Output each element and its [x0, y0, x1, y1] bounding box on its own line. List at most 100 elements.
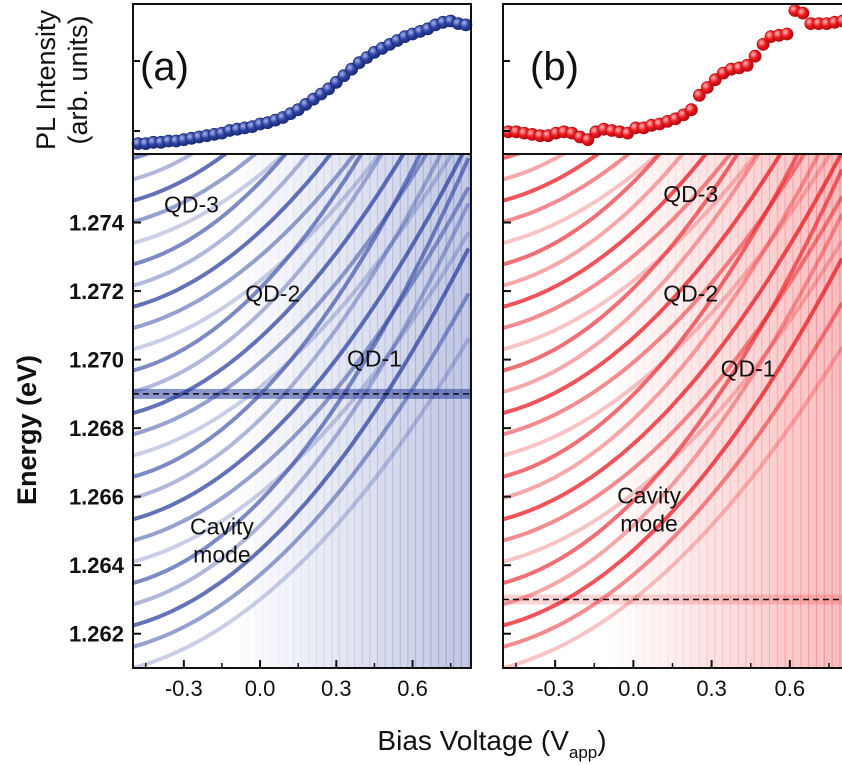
- x-tick-label: 0.6: [775, 676, 806, 701]
- heatmap-background-cell: [659, 154, 669, 668]
- pl-point: [748, 49, 762, 63]
- heatmap-background-cell: [422, 154, 432, 668]
- heatmap-background-cell: [300, 154, 310, 668]
- heatmap-background-cell: [453, 154, 462, 668]
- heatmap-background-cell: [698, 154, 708, 668]
- emission-line: [133, 154, 455, 458]
- pl-point: [693, 88, 706, 102]
- emission-line: [503, 195, 842, 543]
- emission-line: [133, 337, 471, 668]
- heatmap-background-cell: [354, 154, 363, 668]
- emission-line: [133, 157, 471, 585]
- heatmap-background-cell: [737, 154, 747, 668]
- pl-point: [581, 133, 595, 147]
- emission-line: [133, 154, 357, 331]
- emission-line: [133, 154, 443, 500]
- emission-line: [503, 154, 801, 479]
- heatmap-background-cell: [285, 154, 295, 668]
- pl-ylabel-line1: PL Intensity: [31, 9, 61, 150]
- y-tick-label: 1.272: [69, 279, 124, 304]
- emission-line: [503, 154, 833, 458]
- emission-line: [133, 154, 385, 394]
- emission-line: [133, 231, 471, 564]
- emission-line: [503, 213, 842, 607]
- heatmap-a-traces: [133, 154, 471, 668]
- y-tick-label: 1.274: [69, 211, 125, 236]
- heatmap-background-cell: [262, 154, 272, 668]
- x-tick-label: -0.3: [536, 676, 574, 701]
- xlabel-main: Bias Voltage (V: [377, 725, 569, 756]
- emission-line: [133, 154, 311, 288]
- heatmap-background-cell: [323, 154, 333, 668]
- emission-line: [133, 154, 465, 522]
- heatmap-background-cell: [247, 154, 256, 668]
- heatmap-background-cell: [823, 154, 833, 668]
- heatmap-background-cell: [270, 154, 279, 668]
- emission-line: [503, 154, 686, 288]
- emission-line: [503, 346, 842, 668]
- annotation-label: QD-1: [347, 345, 402, 371]
- energy-ylabel: Energy (eV): [12, 355, 42, 505]
- emission-line: [133, 247, 471, 628]
- heatmap-background-cell: [815, 154, 825, 668]
- heatmap-background-cell: [361, 154, 371, 668]
- pl-point: [756, 38, 770, 51]
- heatmap-background-cell: [293, 154, 302, 668]
- heatmap-background-cell: [831, 154, 841, 668]
- heatmap-background-cell: [776, 154, 786, 668]
- pl-point: [700, 81, 714, 94]
- x-tick-label: -0.3: [165, 676, 203, 701]
- heatmap-background-cell: [769, 154, 778, 668]
- y-tick-label: 1.268: [69, 416, 124, 441]
- heatmap-background-cell: [753, 154, 763, 668]
- heatmap-b-frame: [502, 153, 842, 669]
- x-tick-label: 0.3: [321, 676, 352, 701]
- emission-line: [133, 154, 287, 246]
- heatmap-a-frame: [132, 153, 472, 669]
- annotation-label: QD-1: [721, 356, 776, 382]
- heatmap-b-traces: [503, 154, 842, 668]
- emission-line: [503, 239, 842, 564]
- pl-b-markers: [501, 4, 842, 147]
- heatmap-background-cell: [706, 154, 716, 668]
- emission-line: [133, 154, 429, 437]
- emission-line: [503, 154, 761, 394]
- heatmap-background-cell: [445, 154, 455, 668]
- pl-ylabel: PL Intensity (arb. units): [31, 9, 93, 150]
- pl-point: [740, 58, 754, 72]
- heatmap-background-cell: [399, 154, 409, 668]
- bias-voltage-xlabel: Bias Voltage (Vapp): [377, 725, 606, 762]
- heatmap-background-cell: [430, 154, 439, 668]
- heatmap-background-cell: [784, 154, 794, 668]
- emission-line: [503, 154, 733, 331]
- heatmap-background-cell: [682, 154, 692, 668]
- emission-line: [133, 202, 471, 607]
- emission-line: [503, 154, 632, 224]
- annotation-label: mode: [620, 511, 678, 537]
- y-tick-label: 1.262: [69, 622, 124, 647]
- annotation-label: Cavity: [617, 483, 681, 509]
- heatmap-background-cell: [808, 154, 817, 668]
- cavity-mode-band: [133, 388, 471, 399]
- emission-line: [503, 154, 709, 309]
- annotation-label: QD-3: [663, 181, 718, 207]
- heatmap-background-cell: [722, 154, 731, 668]
- heatmap-background-cell: [331, 154, 340, 668]
- heatmap-background-cell: [460, 154, 470, 668]
- heatmap-background-cell: [468, 154, 471, 668]
- heatmap-background-cell: [643, 154, 653, 668]
- pl-panel-b: (b): [501, 3, 842, 155]
- emission-line: [503, 168, 842, 585]
- annotation-label: QD-2: [663, 280, 718, 306]
- heatmap-background-cell: [407, 154, 417, 668]
- y-tick-label: 1.270: [69, 348, 124, 373]
- heatmap-background-cell: [392, 154, 401, 668]
- heatmap-background-cell: [714, 154, 723, 668]
- heatmap-background-cell: [800, 154, 810, 668]
- emission-line: [503, 154, 807, 437]
- pl-a-markers: [131, 14, 473, 151]
- emission-line: [503, 154, 759, 352]
- emission-line: [503, 154, 602, 203]
